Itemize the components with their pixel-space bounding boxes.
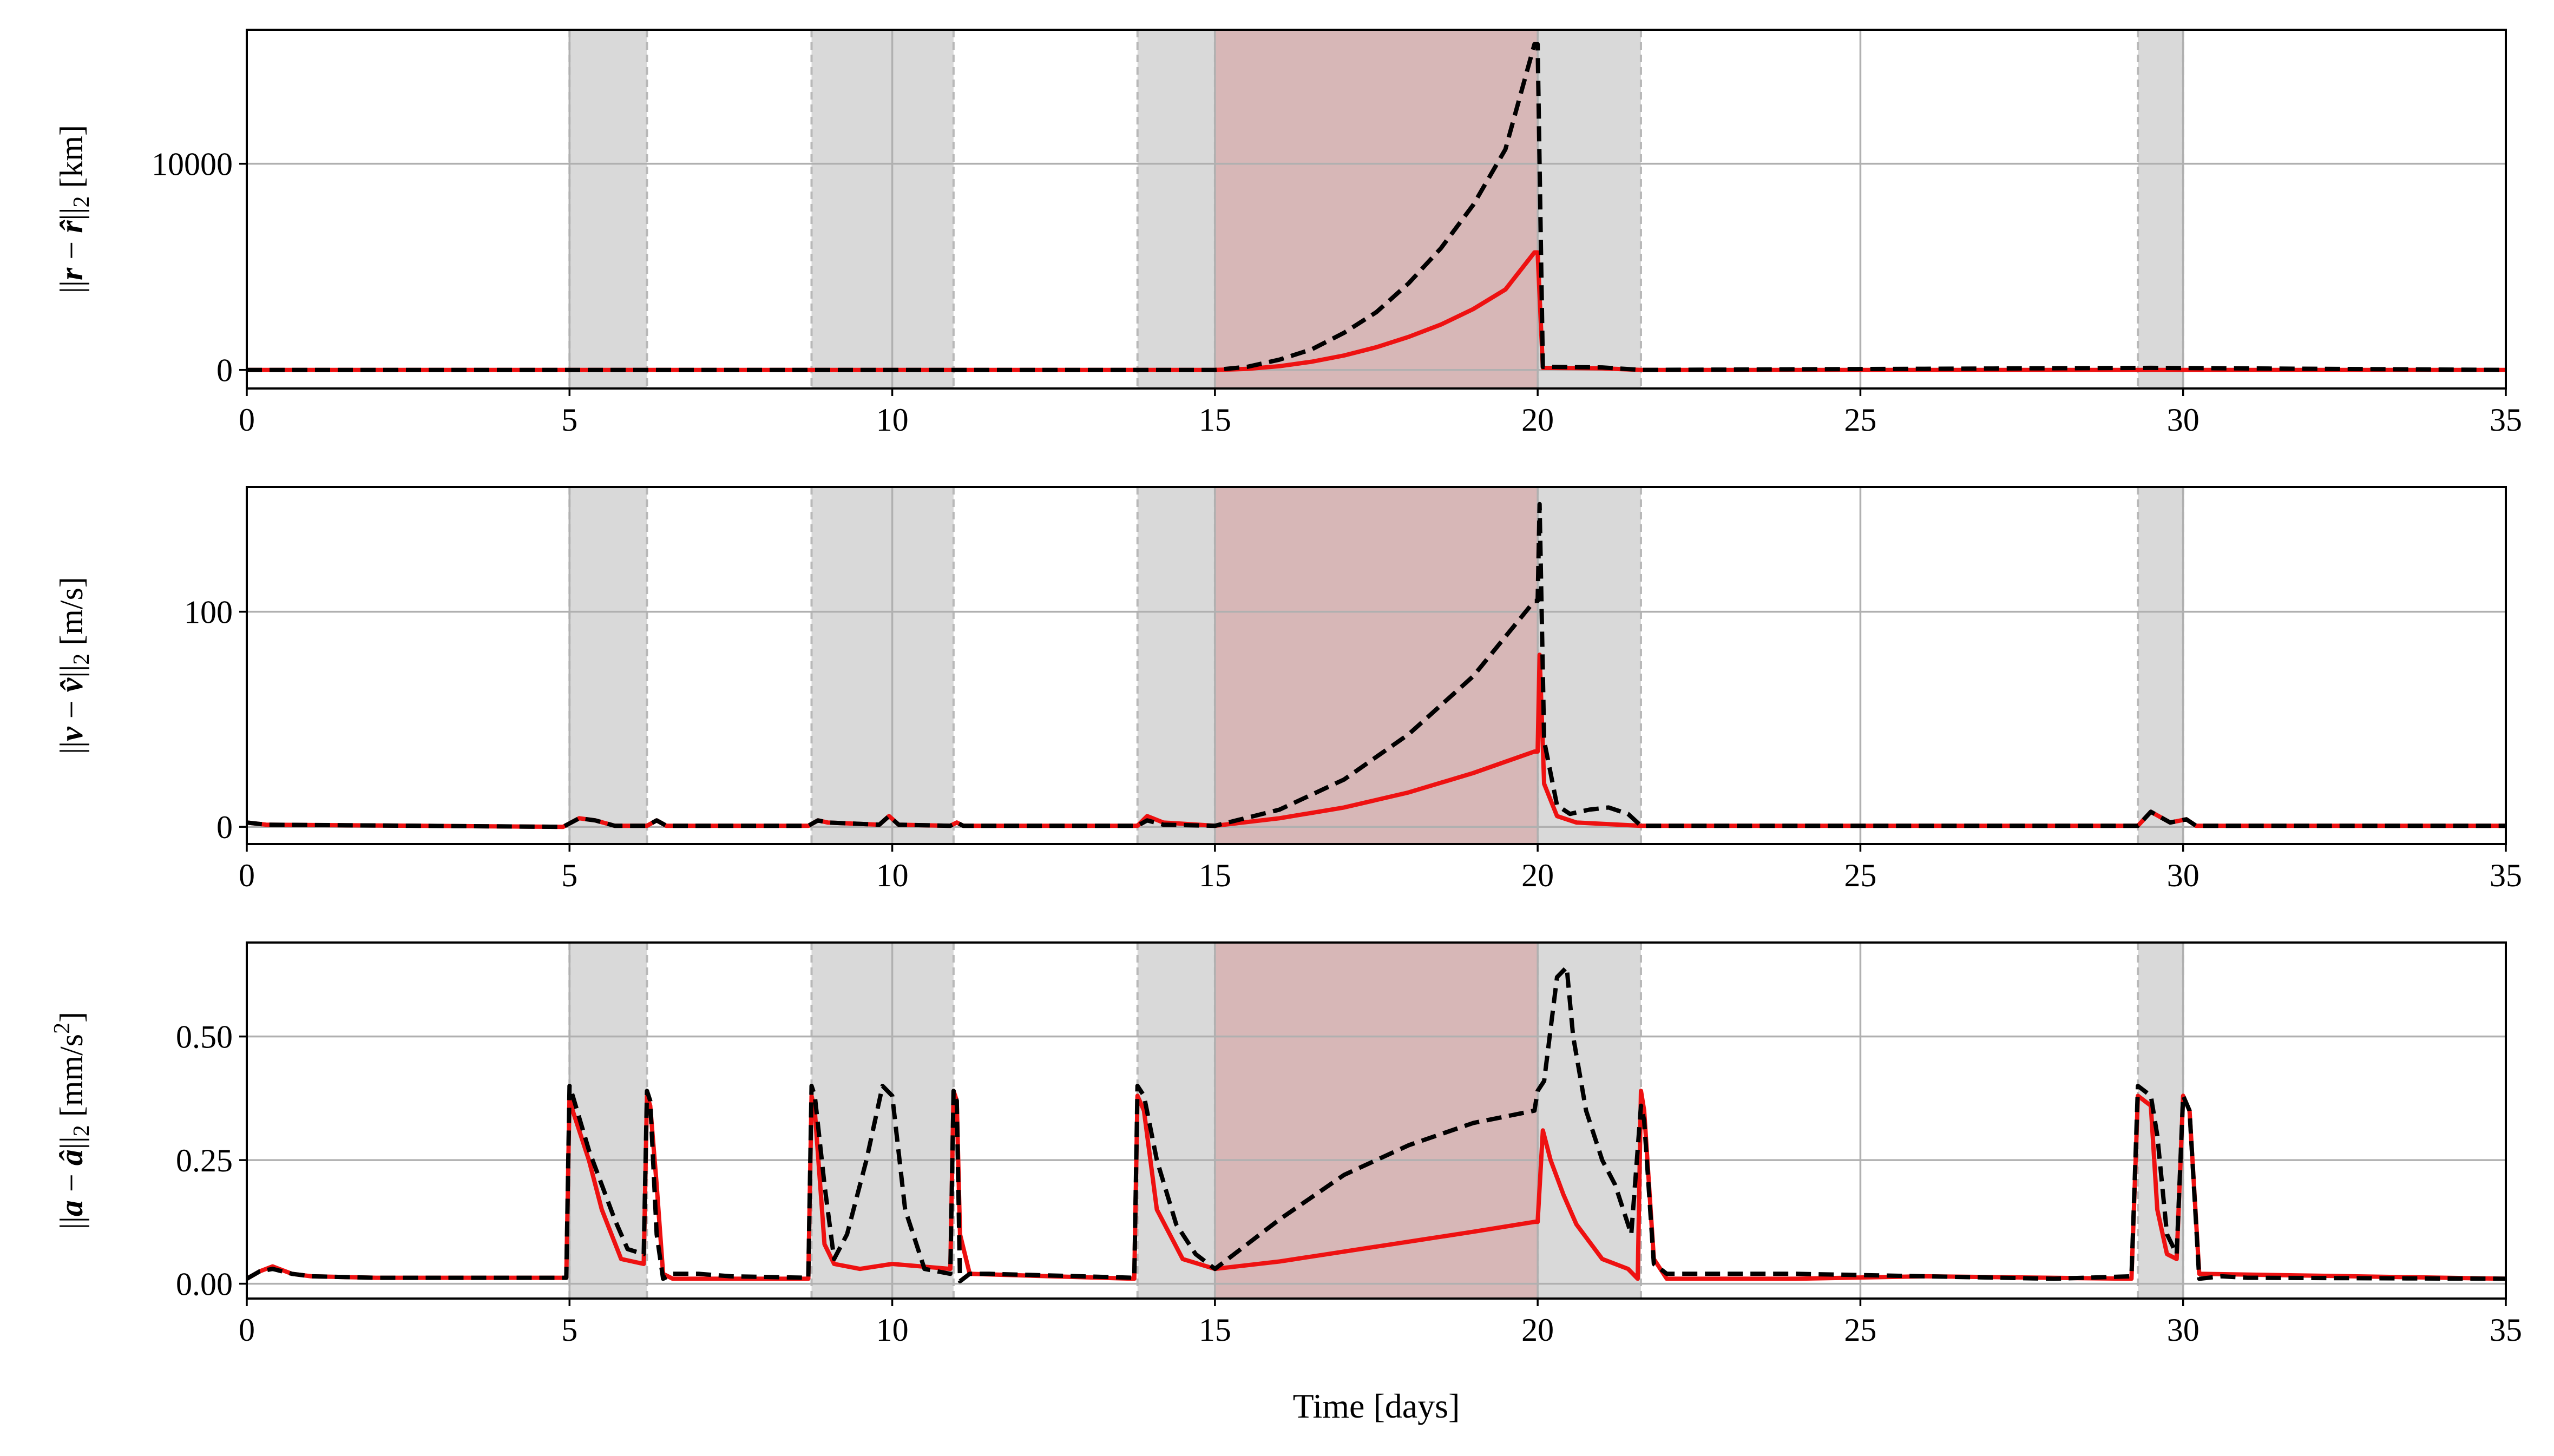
x-tick-label: 5	[561, 858, 577, 893]
estimation-window-span-4	[2138, 30, 2183, 388]
y-label-part: −	[54, 692, 89, 727]
position-y-axis-label: ||r − r̂||2 [km]	[54, 125, 94, 293]
x-tick-label: 35	[2490, 1312, 2522, 1348]
y-label-part: [km]	[54, 125, 89, 196]
x-tick-label: 10	[876, 402, 909, 438]
y-label-part: −	[54, 1165, 89, 1200]
estimation-window-span-3	[1538, 487, 1641, 844]
velocity-y-axis-label: ||v − v̂||2 [m/s]	[54, 577, 94, 754]
y-label-part: ||	[54, 1136, 89, 1149]
series-group	[247, 965, 2506, 1283]
y-label-part: [mm/s	[54, 1034, 89, 1125]
x-tick-label: 35	[2490, 858, 2522, 893]
y-label-part: v	[54, 726, 89, 741]
x-tick-label: 0	[239, 1312, 255, 1348]
red-series-line	[247, 1089, 2506, 1281]
estimation-window-span-1	[811, 943, 954, 1299]
x-tick-label: 30	[2167, 858, 2200, 893]
y-tick-label: 0.00	[176, 1267, 233, 1302]
red-series-line	[247, 653, 2506, 829]
x-tick-label: 25	[1844, 402, 1876, 438]
x-tick-label: 5	[561, 1312, 577, 1348]
y-label-part: ||	[54, 1216, 89, 1229]
y-tick-label: 0	[216, 353, 233, 388]
y-label-part: â	[54, 1149, 89, 1165]
y-tick-label: 0.50	[176, 1019, 233, 1055]
acceleration-y-axis-label: ||a − â||2 [mm/s2]	[50, 1012, 94, 1229]
x-tick-label: 30	[2167, 1312, 2200, 1348]
x-tick-label: 10	[876, 858, 909, 893]
y-label-part: v̂	[54, 677, 89, 692]
y-label-part: 2	[50, 1023, 75, 1034]
acceleration-error-panel: 0 5 10 15 20 25 30 350.000.250.50||a − â||2 [m…	[50, 941, 2522, 1348]
x-tick-label: 20	[1521, 402, 1554, 438]
outage-span	[1214, 943, 1538, 1299]
x-tick-label: 5	[561, 402, 577, 438]
y-label-part: [m/s]	[54, 577, 89, 654]
series-group	[247, 42, 2506, 372]
estimation-window-span-0	[569, 487, 647, 844]
estimation-window-span-3	[1538, 30, 1641, 388]
estimation-window-span-0	[569, 30, 647, 388]
axes-frame	[246, 486, 2507, 845]
y-label-part: ]	[54, 1012, 89, 1023]
y-tick-label: 0	[216, 809, 233, 845]
outage-span	[1214, 487, 1538, 844]
estimation-window-span-2	[1137, 30, 1215, 388]
x-tick-label: 15	[1199, 858, 1231, 893]
estimation-window-span-1	[811, 487, 954, 844]
y-label-part: 2	[69, 1125, 94, 1136]
x-axis-label: Time [days]	[1293, 1387, 1460, 1425]
y-tick-label: 0.25	[176, 1143, 233, 1178]
y-label-part: ||	[54, 741, 89, 754]
y-label-part: r	[54, 267, 89, 280]
x-tick-label: 0	[239, 402, 255, 438]
x-tick-label: 15	[1199, 402, 1231, 438]
x-tick-label: 25	[1844, 858, 1876, 893]
y-tick-label: 10000	[152, 147, 233, 182]
y-label-part: ||	[54, 208, 89, 221]
dashed-series-line	[247, 965, 2506, 1283]
x-tick-label: 30	[2167, 402, 2200, 438]
x-tick-label: 25	[1844, 1312, 1876, 1348]
estimation-window-span-0	[569, 943, 647, 1299]
x-tick-label: 10	[876, 1312, 909, 1348]
y-label-part: a	[54, 1200, 89, 1216]
estimation-window-span-2	[1137, 487, 1215, 844]
axes-frame	[246, 941, 2507, 1300]
series-group	[247, 502, 2506, 829]
estimation-window-span-4	[2138, 487, 2183, 844]
outage-span	[1214, 30, 1538, 388]
y-tick-label: 100	[184, 595, 233, 630]
y-label-part: −	[54, 233, 89, 268]
x-tick-label: 0	[239, 858, 255, 893]
estimation-window-span-2	[1137, 943, 1215, 1299]
y-label-part: 2	[69, 654, 94, 665]
y-label-part: ||	[54, 280, 89, 293]
y-label-part: r̂	[54, 220, 89, 233]
x-tick-label: 35	[2490, 402, 2522, 438]
x-tick-label: 20	[1521, 1312, 1554, 1348]
x-tick-label: 15	[1199, 1312, 1231, 1348]
dashed-series-line	[247, 42, 2506, 372]
y-label-part: ||	[54, 665, 89, 678]
axes-frame	[246, 29, 2507, 390]
x-tick-label: 20	[1521, 858, 1554, 893]
estimation-window-span-1	[811, 30, 954, 388]
y-label-part: 2	[69, 196, 94, 208]
dashed-series-line	[247, 502, 2506, 829]
